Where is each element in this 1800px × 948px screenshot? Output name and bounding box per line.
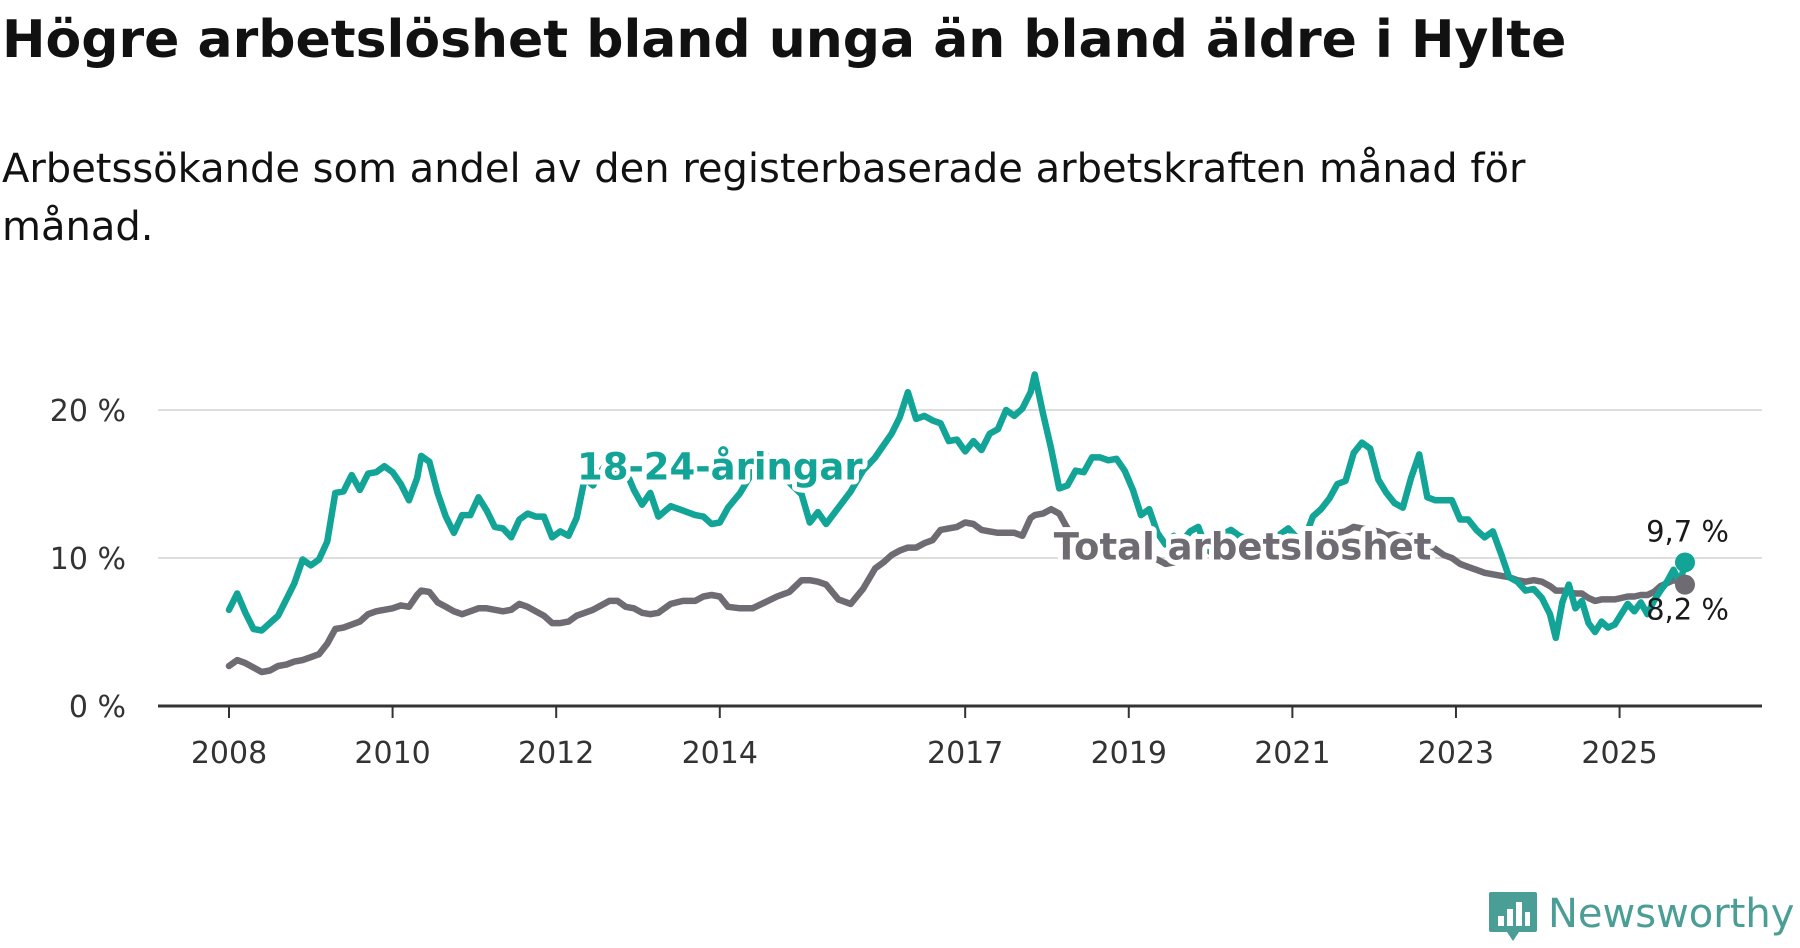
y-tick-label: 20 % [50,394,126,429]
x-tick-label: 2010 [354,736,430,771]
series-label-total: Total arbetslöshet [1054,525,1432,568]
x-tick-label: 2012 [518,736,594,771]
x-tick-label: 2023 [1418,736,1494,771]
x-axis-ticks: 2008 2010 2012 2014 2017 2019 2021 2023 2025 [191,706,1658,771]
series-line-total [225,505,1689,676]
x-tick-label: 2019 [1091,736,1167,771]
logo-text: Newsworthy [1548,891,1795,937]
y-tick-label: 0 % [69,690,126,725]
end-marker-total [1675,574,1695,595]
end-value-label-youth: 9,7 % [1646,514,1729,548]
chart-title: Högre arbetslöshet bland unga än bland ä… [2,10,1567,70]
x-tick-label: 2017 [927,736,1003,771]
end-marker-youth [1675,552,1695,573]
newsworthy-logo: Newsworthy [1488,886,1798,944]
chart-subtitle: Arbetssökande som andel av den registerb… [2,146,1526,250]
bar-chart-speech-bubble-icon [1489,892,1537,941]
end-markers: 9,7 % 8,2 % [1646,514,1729,626]
gridlines [158,409,1762,559]
x-tick-label: 2008 [191,736,267,771]
series-lines [225,371,1689,676]
series-labels: 18-24-åringar Total arbetslöshet [572,441,1436,574]
end-value-label-total: 8,2 % [1646,593,1729,627]
x-tick-label: 2025 [1581,736,1657,771]
y-tick-label: 10 % [50,542,126,577]
series-label-youth: 18-24-åringar [577,446,863,489]
series-line-youth [225,371,1689,642]
y-axis-tick-labels: 0 % 10 % 20 % [50,394,126,725]
x-tick-label: 2021 [1254,736,1330,771]
x-tick-label: 2014 [682,736,758,771]
